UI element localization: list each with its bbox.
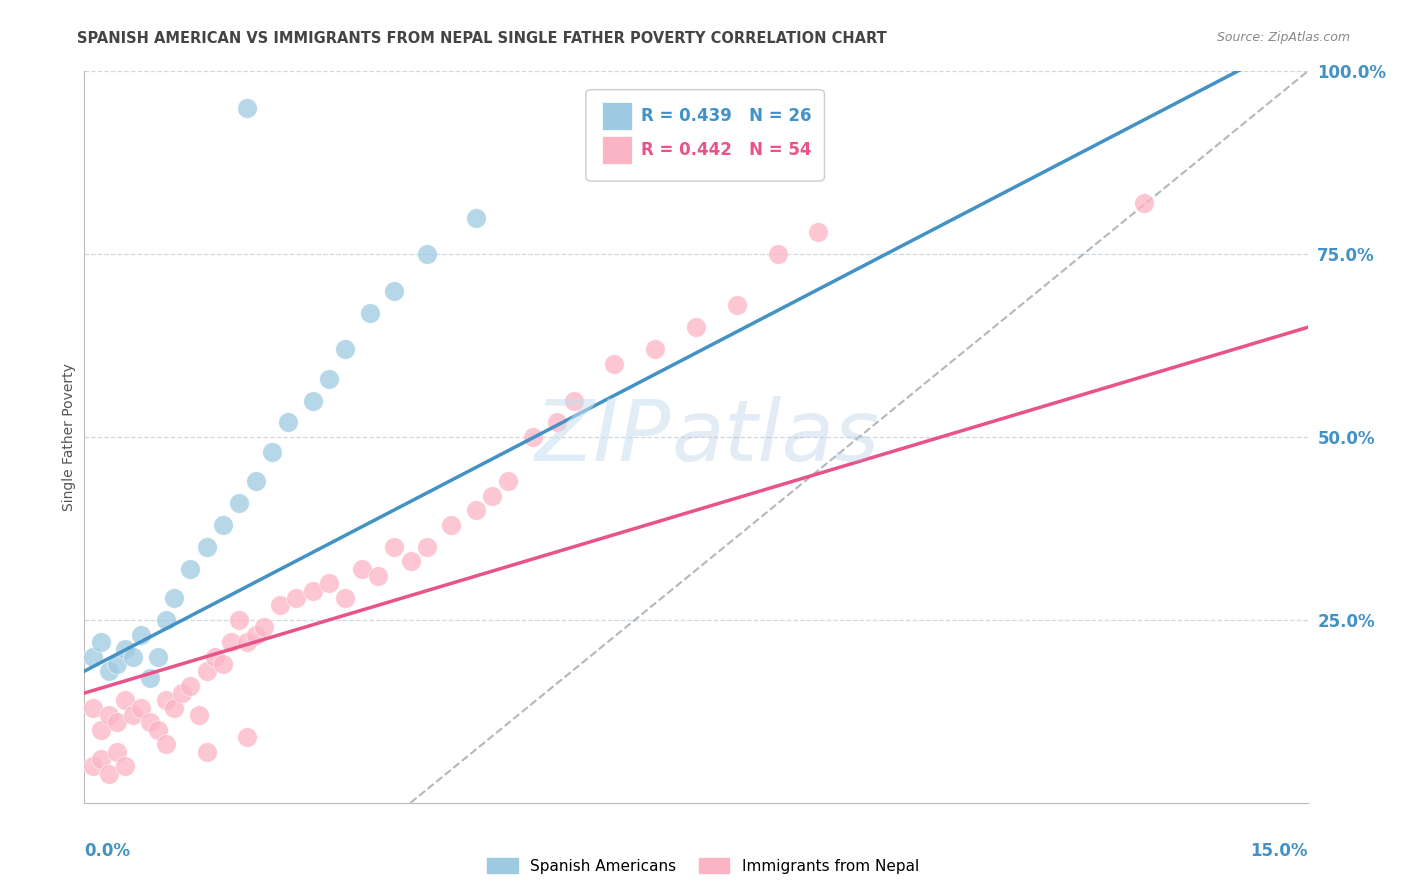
Point [187, 708, 209, 723]
Text: R = 0.442   N = 54: R = 0.442 N = 54 [641, 141, 811, 160]
Point [138, 715, 160, 730]
Legend: Spanish Americans, Immigrants from Nepal: Spanish Americans, Immigrants from Nepal [481, 852, 925, 880]
Point [219, 635, 242, 649]
Text: atlas: atlas [672, 395, 880, 479]
Point [195, 540, 218, 554]
Point [195, 664, 218, 678]
Point [807, 225, 830, 239]
Point [97, 708, 120, 723]
Point [245, 474, 267, 488]
Point [90, 635, 112, 649]
Point [146, 649, 169, 664]
Text: 15.0%: 15.0% [1250, 842, 1308, 860]
Point [562, 393, 585, 408]
Point [335, 591, 357, 605]
Point [301, 583, 323, 598]
Point [725, 298, 748, 312]
Point [105, 715, 128, 730]
Bar [602, 102, 633, 130]
Point [399, 554, 422, 568]
Point [766, 247, 789, 261]
Point [179, 679, 201, 693]
Point [285, 591, 308, 605]
Point [195, 745, 218, 759]
Point [212, 657, 235, 671]
Point [97, 766, 120, 780]
Text: SPANISH AMERICAN VS IMMIGRANTS FROM NEPAL SINGLE FATHER POVERTY CORRELATION CHAR: SPANISH AMERICAN VS IMMIGRANTS FROM NEPA… [77, 31, 887, 46]
Point [82, 649, 104, 664]
Point [155, 613, 177, 627]
Point [163, 591, 186, 605]
Text: Source: ZipAtlas.com: Source: ZipAtlas.com [1216, 31, 1350, 45]
Point [131, 700, 153, 714]
Point [105, 657, 128, 671]
Point [146, 723, 169, 737]
Point [416, 247, 439, 261]
Point [603, 357, 626, 371]
Point [301, 393, 323, 408]
Point [245, 627, 267, 641]
Point [114, 642, 136, 657]
Text: 0.0%: 0.0% [84, 842, 131, 860]
Point [138, 672, 160, 686]
Point [318, 371, 340, 385]
Point [464, 503, 486, 517]
Point [382, 540, 405, 554]
Point [90, 752, 112, 766]
Point [90, 723, 112, 737]
Point [82, 759, 104, 773]
Point [114, 759, 136, 773]
Point [131, 627, 153, 641]
Point [464, 211, 486, 225]
Point [163, 700, 186, 714]
Text: ZIP: ZIP [536, 395, 672, 479]
Point [277, 416, 299, 430]
Y-axis label: Single Father Poverty: Single Father Poverty [62, 363, 76, 511]
Point [260, 444, 283, 458]
Point [155, 693, 177, 707]
Point [236, 635, 259, 649]
Point [236, 101, 259, 115]
Point [236, 730, 259, 744]
Point [155, 737, 177, 751]
Point [318, 576, 340, 591]
Point [481, 489, 503, 503]
Point [350, 562, 373, 576]
Point [644, 343, 666, 357]
Point [498, 474, 520, 488]
Point [122, 649, 145, 664]
Point [82, 700, 104, 714]
Point [97, 664, 120, 678]
Point [179, 562, 201, 576]
Point [382, 284, 405, 298]
Point [522, 430, 544, 444]
Point [114, 693, 136, 707]
Bar [602, 136, 633, 164]
Point [269, 599, 291, 613]
Point [228, 613, 250, 627]
Point [367, 569, 389, 583]
Point [359, 306, 381, 320]
Point [1133, 196, 1156, 211]
Point [212, 517, 235, 532]
Text: R = 0.439   N = 26: R = 0.439 N = 26 [641, 107, 811, 125]
FancyBboxPatch shape [586, 90, 824, 181]
Point [546, 416, 568, 430]
Point [685, 320, 707, 334]
Point [335, 343, 357, 357]
Point [204, 649, 226, 664]
Point [172, 686, 194, 700]
Point [253, 620, 276, 634]
Point [440, 517, 463, 532]
Point [122, 708, 145, 723]
Point [228, 496, 250, 510]
Point [416, 540, 439, 554]
Point [105, 745, 128, 759]
